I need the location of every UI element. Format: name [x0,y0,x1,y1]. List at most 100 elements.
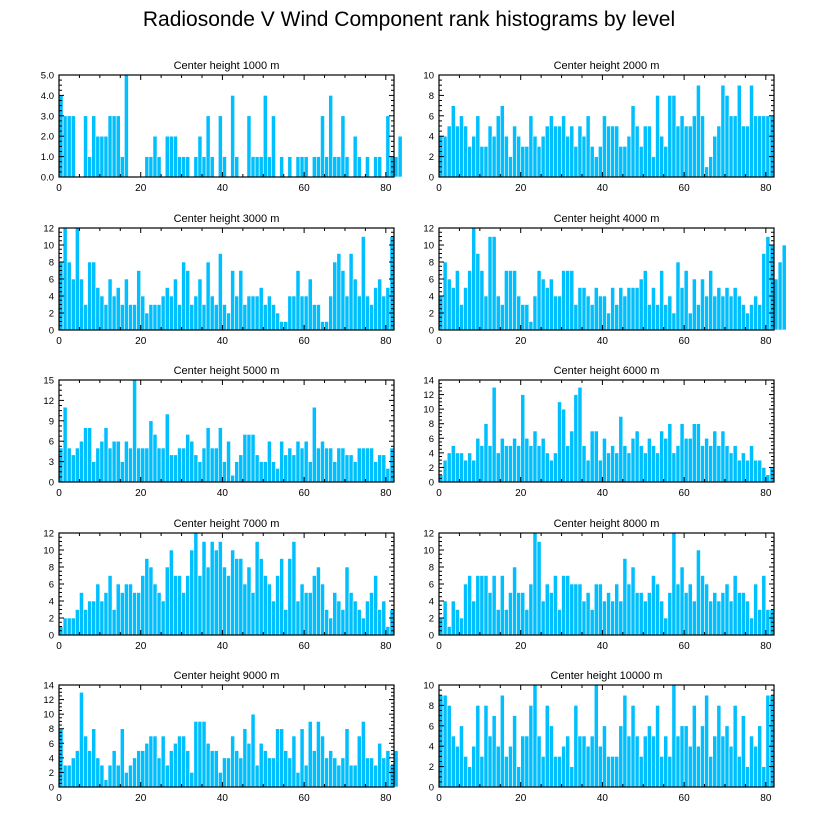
histogram-bar [201,541,207,636]
histogram-bar [475,705,481,788]
histogram-bar [340,115,346,178]
x-tick-label: 80 [380,793,392,804]
x-tick-label: 60 [679,183,691,194]
histogram-bar [471,745,477,788]
histogram-bar [115,440,121,483]
histogram-bar [132,379,137,483]
histogram-bar [716,600,722,636]
histogram-bar [577,386,583,483]
histogram-bar [144,156,150,178]
histogram-bar [115,764,121,788]
x-tick-label: 40 [597,336,609,347]
histogram-bar [577,583,583,636]
histogram-bar [132,304,137,331]
histogram-bar [520,394,526,483]
histogram-bar [185,156,191,178]
histogram-bar [540,600,546,636]
histogram-bar [683,270,689,331]
histogram-bar [173,454,178,483]
histogram-bar [524,437,530,483]
histogram-bar [499,304,505,331]
histogram-bar [499,575,505,636]
histogram-bar [299,728,305,788]
histogram-bar [463,125,468,178]
histogram-bar [361,236,366,331]
histogram-bar [638,278,644,331]
histogram-bar [663,735,669,788]
histogram-bar [103,592,109,636]
histogram-bar [111,609,117,636]
histogram-bar [381,757,387,788]
histogram-bar [638,146,644,178]
histogram-bar [99,135,105,178]
histogram-bar [728,745,734,788]
histogram-panel: Center height 3000 m 0 20 40 60 80 0 2 4 6 8 10 12 [43,213,395,347]
histogram-bar [532,532,538,636]
histogram-bar [152,304,158,331]
histogram-bar [328,617,334,636]
histogram-bar [156,156,162,178]
histogram-bar [626,583,632,636]
histogram-bar [91,600,97,636]
histogram-bar [169,454,174,483]
histogram-bar [671,312,677,331]
histogram-bar [254,541,260,636]
histogram-bar [316,566,321,636]
histogram-bar [745,312,750,331]
histogram-panel: Center height 5000 m 0 20 40 60 80 0 3 6 9 12 15 [43,365,395,499]
histogram-bar [287,558,293,636]
histogram-bar [691,115,697,178]
histogram-bar [610,445,615,483]
histogram-bar [267,440,272,483]
histogram-bar [111,750,117,788]
histogram-bar [344,454,350,483]
y-tick-label: 0.0 [41,173,54,184]
y-tick-label: 6 [49,580,54,591]
histogram-bar [107,575,113,636]
histogram-bar [565,735,571,788]
histogram-bar [271,461,276,483]
y-tick-label: 2 [429,309,434,320]
x-tick-label: 20 [515,641,527,652]
y-tick-label: 4.0 [41,91,54,102]
histogram-bar [655,452,660,483]
histogram-bar [655,583,660,636]
histogram-bar [377,742,383,788]
histogram-bar [561,745,566,788]
histogram-bar [463,583,468,636]
histogram-bar [397,135,403,178]
histogram-bar [205,261,211,331]
histogram-bar [66,447,72,483]
histogram-bar [508,592,513,636]
histogram-bar [647,725,652,788]
histogram-bar [373,156,378,178]
histogram-bar [446,626,452,636]
histogram-bar [687,745,693,788]
histogram-bar [536,735,542,788]
histogram-bar [687,437,693,483]
histogram-bar [638,756,644,788]
histogram-bar [642,600,648,636]
histogram-bar [667,95,673,178]
histogram-bar [663,304,669,331]
histogram-bar [95,447,101,483]
histogram-panel: Center height 7000 m 0 20 40 60 80 0 2 4 6 8 10 12 [43,518,395,652]
histogram-bar [712,295,718,331]
histogram-bar [647,592,652,636]
histogram-bar [173,278,178,331]
histogram-bar [659,430,664,483]
y-tick-label: 6 [49,275,54,286]
y-tick-label: 12 [43,695,54,706]
histogram-bar [704,583,709,636]
histogram-bar [516,445,522,483]
histogram-bar [753,459,758,483]
histogram-bar [630,566,636,636]
histogram-bar [201,721,207,788]
histogram-bar [528,321,534,331]
y-tick-label: 1.0 [41,152,54,163]
x-tick-label: 60 [299,488,311,499]
histogram-bar [663,617,669,636]
histogram-bar [761,467,767,483]
histogram-bar [700,725,705,788]
histogram-bar [577,287,583,331]
